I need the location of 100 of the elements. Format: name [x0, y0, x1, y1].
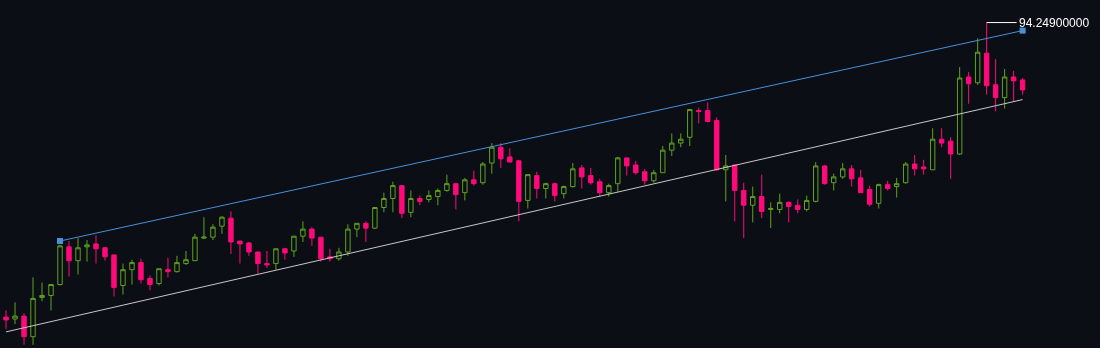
candlestick — [291, 235, 297, 258]
candlestick — [111, 254, 117, 297]
candlestick — [831, 173, 837, 191]
candlestick — [120, 263, 126, 296]
candlestick — [669, 132, 675, 157]
candlestick — [480, 161, 486, 186]
candlestick — [579, 164, 585, 189]
candlestick — [759, 174, 765, 219]
candlestick — [246, 241, 252, 257]
annotation: 94.24900000 — [1019, 16, 1090, 30]
candlestick — [750, 186, 756, 223]
candlestick — [813, 161, 819, 203]
candlestick — [354, 222, 360, 238]
candlestick — [678, 132, 684, 148]
candlestick — [516, 159, 522, 222]
candlestick — [39, 282, 45, 302]
candlestick — [956, 66, 963, 156]
candlestick — [426, 189, 432, 203]
candlestick — [597, 178, 603, 198]
candlestick — [183, 250, 189, 266]
candlestick — [893, 177, 900, 199]
candlestick — [273, 248, 279, 271]
candlestick — [561, 185, 567, 199]
candlestick — [866, 185, 873, 208]
candlestick — [390, 181, 396, 213]
candlestick — [318, 236, 324, 263]
candlestick — [723, 154, 729, 202]
candlestick — [48, 284, 54, 311]
candlestick — [795, 198, 801, 214]
candlestick — [12, 301, 18, 325]
candlestick — [498, 142, 504, 169]
candlestick — [507, 147, 513, 163]
candlestick — [219, 215, 225, 235]
candlestick — [1010, 70, 1017, 102]
candlestick — [489, 142, 495, 175]
candlestick — [696, 107, 702, 124]
candlestick — [857, 169, 864, 194]
candlestick — [875, 183, 882, 209]
candlestick — [929, 127, 936, 171]
candlestick — [129, 259, 135, 286]
candlestick — [777, 193, 783, 214]
candlestick — [642, 168, 648, 186]
candlestick — [138, 258, 144, 285]
candlestick — [768, 201, 774, 229]
candlestick — [902, 161, 909, 185]
candlestick — [156, 268, 162, 286]
candlestick — [786, 200, 792, 223]
candlestick — [651, 169, 657, 184]
candlestick — [237, 240, 243, 265]
candlestick — [714, 116, 720, 172]
candlestick — [75, 237, 81, 276]
candlestick — [300, 220, 306, 243]
candlestick — [417, 195, 423, 206]
candlestick — [822, 164, 828, 186]
candlestick — [1001, 68, 1008, 110]
candlestick — [462, 177, 468, 201]
candlestick — [947, 136, 954, 180]
candlestick — [588, 167, 594, 186]
candlestick — [983, 22, 990, 96]
candlestick — [525, 174, 531, 209]
candlestick — [741, 182, 747, 239]
candlestick — [615, 156, 621, 193]
candlestick — [920, 159, 927, 176]
candlestick — [552, 182, 558, 202]
candlestick — [624, 157, 630, 177]
candlestick — [399, 185, 405, 219]
candlestick — [255, 251, 261, 275]
candlestick — [93, 234, 99, 265]
candlestick — [444, 174, 450, 193]
candlestick — [363, 220, 369, 243]
candlestick — [192, 233, 198, 262]
candlestick — [804, 195, 810, 212]
candlestick — [345, 223, 351, 257]
candlestick — [210, 223, 216, 241]
candlestick — [471, 170, 477, 187]
candlestick — [687, 109, 693, 147]
candlestick — [165, 257, 171, 278]
candlestick — [633, 160, 639, 176]
candlestick — [372, 207, 378, 230]
candlestick — [174, 255, 180, 274]
candlestick — [264, 250, 270, 269]
candlestick — [974, 37, 981, 86]
candlestick — [3, 309, 9, 330]
candlestick — [435, 188, 441, 206]
candlestick — [21, 312, 27, 346]
candlestick — [66, 240, 72, 277]
candlestick — [453, 182, 459, 210]
candlestick — [543, 182, 549, 199]
candlestick — [884, 180, 891, 191]
candlestick — [408, 189, 414, 218]
candlestick — [57, 244, 63, 286]
candlestick — [606, 183, 612, 198]
candlestick — [992, 58, 999, 112]
candlestick — [570, 162, 576, 189]
candlestick — [147, 275, 153, 291]
candlestick — [381, 192, 387, 213]
candlestick — [938, 127, 945, 148]
candlestick — [534, 171, 540, 199]
candlestick — [911, 154, 918, 177]
candlestick — [732, 164, 738, 222]
